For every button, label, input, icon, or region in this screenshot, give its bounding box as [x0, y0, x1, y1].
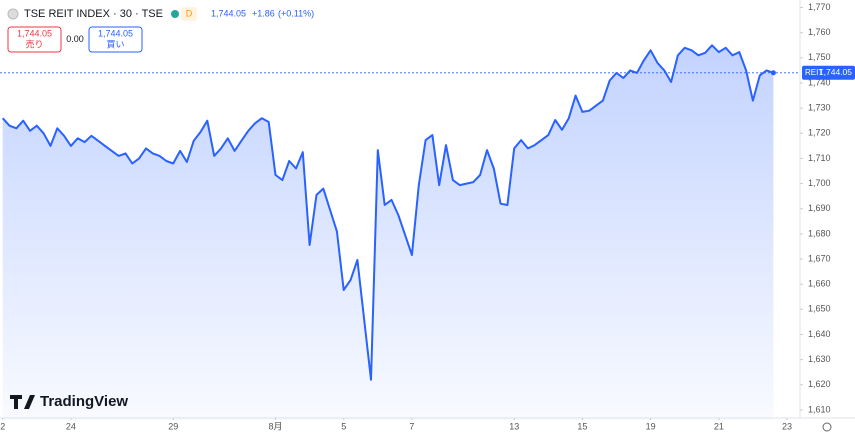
- last-price: 1,744.05: [211, 8, 246, 18]
- y-tick-label: 1,670: [808, 253, 831, 263]
- x-tick-label: 13: [509, 421, 519, 431]
- y-tick-label: 1,630: [808, 354, 831, 364]
- x-tick-label: 7: [409, 421, 414, 431]
- y-tick-label: 1,760: [808, 27, 831, 37]
- y-tick-label: 1,740: [808, 77, 831, 87]
- x-tick-label: 24: [66, 421, 76, 431]
- buy-price: 1,744.05: [98, 28, 133, 38]
- y-tick-label: 1,640: [808, 329, 831, 339]
- y-tick-label: 1,700: [808, 178, 831, 188]
- y-tick-label: 1,610: [808, 404, 831, 414]
- x-tick-label: 21: [714, 421, 724, 431]
- x-tick-label: 19: [646, 421, 656, 431]
- x-tick-label: 8月: [269, 421, 283, 431]
- y-tick-label: 1,650: [808, 304, 831, 314]
- y-tick-label: 1,660: [808, 279, 831, 289]
- status-dot: [171, 10, 179, 18]
- badge: D: [186, 8, 193, 18]
- x-tick-label: 29: [168, 421, 178, 431]
- sell-button[interactable]: [7, 26, 62, 53]
- logo: TradingView: [40, 393, 128, 410]
- area-fill: [2, 45, 774, 421]
- y-tick-label: 1,750: [808, 52, 831, 62]
- buy-button[interactable]: [88, 26, 143, 53]
- buy-label: 買い: [106, 39, 124, 49]
- logo-icon: [10, 395, 35, 409]
- sell-label: 売り: [25, 38, 43, 49]
- symbol[interactable]: TSE REIT INDEX · 30 · TSE: [24, 8, 163, 20]
- symbol-icon: [7, 8, 19, 20]
- x-tick-label: 15: [577, 421, 587, 431]
- x-tick-label: 5: [341, 421, 346, 431]
- settings-icon[interactable]: [822, 422, 832, 432]
- line: [1, 44, 774, 381]
- x-tick-label: 23: [782, 421, 792, 431]
- y-tick-label: 1,710: [808, 153, 831, 163]
- y-tick-label: 1,690: [808, 203, 831, 213]
- y-tick-label: 1,720: [808, 128, 831, 138]
- sell-price: 1,744.05: [17, 28, 52, 38]
- y-tick-label: 1,730: [808, 103, 831, 113]
- badge-bg: [181, 7, 197, 21]
- change-pct: (+0.11%): [278, 8, 314, 18]
- price-label: 1,744.05: [819, 67, 852, 77]
- spread: 0.00: [66, 34, 84, 44]
- y-tick-label: 1,680: [808, 228, 831, 238]
- y-tick-label: 1,620: [808, 379, 831, 389]
- y-tick-label: 1,770: [808, 2, 831, 12]
- change: +1.86: [252, 8, 275, 18]
- price-label-name: REIT: [805, 68, 823, 77]
- x-tick-label: 2: [0, 421, 5, 431]
- price-label-bg: [802, 65, 855, 80]
